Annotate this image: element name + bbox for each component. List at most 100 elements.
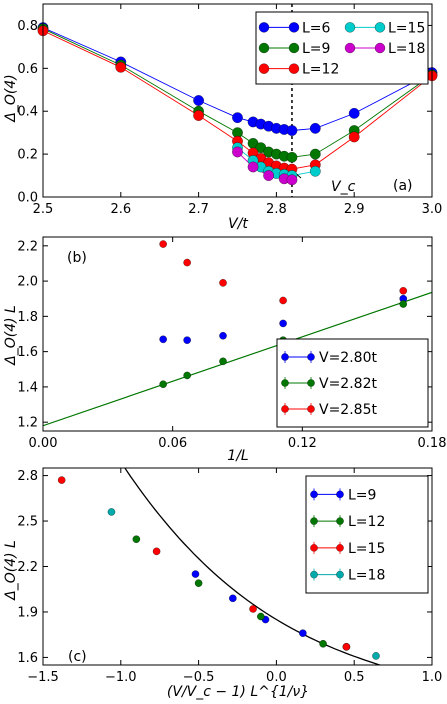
data-point bbox=[286, 125, 298, 136]
y-tick-label: 2.0 bbox=[17, 275, 38, 290]
legend-label: L=15 bbox=[388, 20, 425, 36]
data-point bbox=[219, 332, 227, 340]
data-point bbox=[193, 110, 204, 121]
data-point bbox=[193, 95, 204, 106]
y-tick-label: 2.5 bbox=[17, 515, 38, 530]
data-point bbox=[249, 605, 257, 613]
legend-marker bbox=[344, 42, 356, 54]
data-point bbox=[194, 579, 203, 587]
panel-a: 2.5 2.6 2.7 2.8 2.9 3.00.00.20.40.60.8 L=6L=9L… bbox=[3, 3, 442, 232]
legend-label: L=12 bbox=[348, 514, 385, 530]
y-tick-label: 1.2 bbox=[17, 416, 38, 431]
legend-label: L=18 bbox=[388, 41, 425, 57]
y-axis-label-a: Δ_O(4) bbox=[3, 74, 19, 122]
legend-label: V=2.85t bbox=[319, 402, 377, 418]
y-axis-label-c: Δ_O(4) L bbox=[3, 540, 19, 601]
x-axis-label-c: (V/V_c − 1) L^{1/ν} bbox=[167, 684, 309, 700]
x-axis-label-b: 1/L bbox=[227, 448, 248, 464]
legend-marker bbox=[374, 22, 386, 33]
x-tick-label: 0.00 bbox=[29, 436, 58, 451]
y-axis-label-b: Δ_O(4) L bbox=[3, 305, 19, 366]
legend-label: L=9 bbox=[302, 41, 330, 57]
scaling-curve bbox=[124, 468, 383, 665]
legend-marker bbox=[288, 42, 300, 54]
data-point bbox=[183, 371, 191, 380]
data-point bbox=[286, 151, 298, 163]
data-point bbox=[159, 335, 167, 344]
x-axis-label-a: V/t bbox=[228, 216, 248, 232]
legend: L=6 L=9 L=12 L=15 L=18 bbox=[255, 11, 429, 85]
data-point bbox=[263, 170, 274, 181]
x-tick-label: −0.5 bbox=[183, 670, 215, 685]
y-tick-label: 2.2 bbox=[17, 560, 38, 575]
y-tick-label: 1.6 bbox=[17, 345, 38, 360]
x-tick-label: 2.8 bbox=[266, 202, 287, 217]
y-tick-label: 1.6 bbox=[17, 651, 38, 666]
data-point bbox=[159, 380, 167, 389]
data-point bbox=[232, 146, 243, 158]
legend-label: L=18 bbox=[348, 568, 385, 584]
legend-label: L=9 bbox=[348, 487, 376, 503]
axes-frame bbox=[42, 236, 433, 432]
x-tick-label: −1.0 bbox=[105, 670, 137, 685]
panel-b-label: (b) bbox=[67, 250, 87, 266]
legend-marker bbox=[288, 22, 300, 33]
vc-annotation: V_c bbox=[331, 179, 356, 195]
data-point bbox=[257, 612, 265, 621]
data-point bbox=[183, 336, 191, 344]
data-point bbox=[191, 570, 200, 578]
x-tick-label: 0.0 bbox=[266, 670, 287, 685]
legend-label: V=2.80t bbox=[319, 350, 377, 366]
y-tick-label: 0.2 bbox=[17, 148, 38, 163]
data-point bbox=[57, 476, 66, 484]
legend-marker bbox=[258, 63, 270, 74]
legend-label: L=15 bbox=[348, 541, 385, 557]
y-tick-label: 0.0 bbox=[17, 191, 38, 206]
panel-c-label: (c) bbox=[68, 649, 87, 665]
panel-c: −1.5 −1.0 −0.5 0.0 0.5 1.01.61.92.22.52.8L=9L… bbox=[3, 467, 443, 700]
legend-marker bbox=[344, 22, 356, 33]
x-tick-label: 2.5 bbox=[33, 202, 54, 217]
x-tick-label: 0.06 bbox=[158, 436, 187, 451]
legend: L=9 L=12 L=15 L=18 bbox=[305, 475, 429, 594]
legend-label: L=6 bbox=[302, 20, 331, 36]
legend: V=2.80t V=2.82t V=2.85t bbox=[276, 338, 429, 428]
data-point bbox=[286, 174, 298, 186]
x-tick-label: 2.7 bbox=[188, 202, 209, 217]
data-point bbox=[115, 61, 127, 73]
y-tick-label: 0.8 bbox=[17, 19, 38, 34]
legend-box bbox=[305, 475, 429, 594]
legend-marker bbox=[258, 42, 270, 54]
data-point bbox=[219, 279, 227, 287]
data-point bbox=[279, 319, 287, 328]
data-point bbox=[132, 535, 141, 543]
legend-marker bbox=[288, 63, 300, 74]
data-point bbox=[348, 108, 360, 119]
x-tick-label: 0.18 bbox=[418, 436, 447, 451]
y-tick-label: 1.9 bbox=[17, 605, 38, 620]
data-point bbox=[342, 643, 351, 651]
data-point bbox=[372, 652, 380, 660]
y-tick-label: 0.6 bbox=[17, 62, 38, 77]
y-tick-label: 1.8 bbox=[17, 310, 38, 325]
x-tick-label: 2.9 bbox=[344, 202, 365, 217]
data-point bbox=[309, 165, 321, 177]
data-point bbox=[279, 296, 287, 305]
data-point bbox=[219, 357, 227, 366]
x-tick-label: 0.5 bbox=[344, 670, 365, 685]
x-tick-label: −1.5 bbox=[27, 670, 59, 685]
data-point bbox=[399, 287, 408, 295]
data-point bbox=[229, 594, 237, 603]
y-tick-label: 0.4 bbox=[17, 105, 38, 120]
data-point bbox=[319, 640, 327, 648]
data-point bbox=[183, 258, 191, 267]
legend-marker bbox=[374, 42, 386, 54]
data-point bbox=[107, 508, 116, 516]
y-tick-label: 2.8 bbox=[17, 469, 38, 484]
data-point bbox=[232, 112, 243, 124]
data-point bbox=[309, 148, 321, 160]
fit-line bbox=[43, 291, 432, 427]
data-point bbox=[247, 161, 259, 173]
x-tick-label: 1.0 bbox=[422, 670, 443, 685]
